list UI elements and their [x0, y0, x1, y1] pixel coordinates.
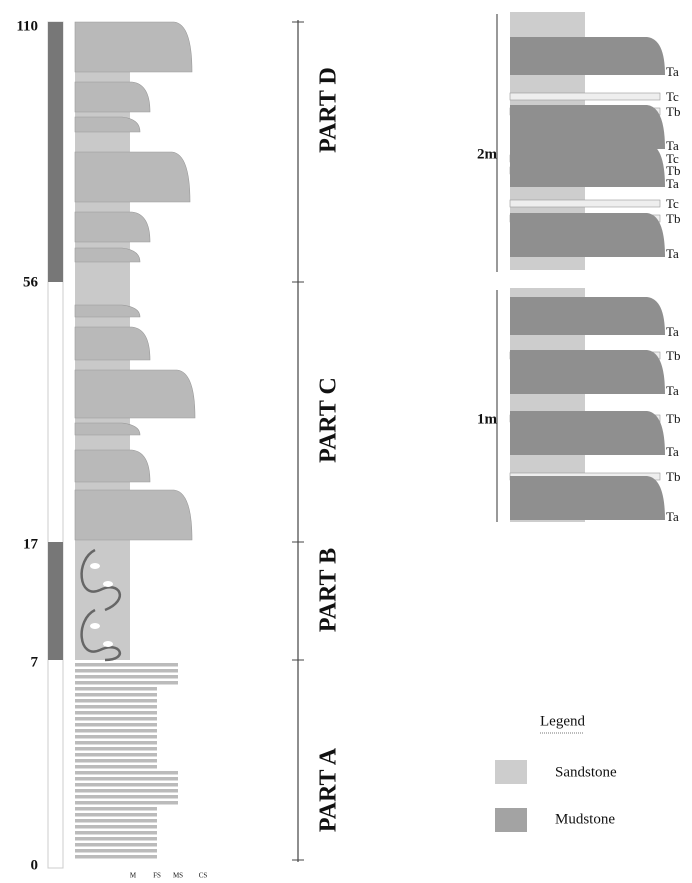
- thin-bed: [75, 675, 178, 679]
- dark-interval: [48, 22, 63, 282]
- legend-item: Mudstone: [555, 811, 615, 827]
- bed-label: Tb: [666, 469, 680, 484]
- grain-label: M: [130, 872, 137, 880]
- thin-bed: [75, 777, 178, 781]
- bed-label: Ta: [666, 324, 679, 339]
- thin-bed: [75, 687, 157, 691]
- thin-bed: [75, 837, 157, 841]
- bed-label: Ta: [666, 138, 679, 153]
- thin-bed: [75, 663, 178, 667]
- grain-label: FS: [153, 872, 161, 880]
- thin-bed: [75, 849, 157, 853]
- sand-bed: [74, 304, 141, 318]
- bed-label: Tb: [666, 163, 680, 178]
- thin-bed: [75, 795, 178, 799]
- sand-bed: [74, 151, 191, 203]
- thin-bed: [75, 771, 178, 775]
- legend-title: Legend: [540, 713, 585, 729]
- legend-swatch-mudstone: [495, 808, 527, 832]
- slump-folds: [80, 548, 122, 662]
- mud-bed: [510, 411, 665, 455]
- bed-label: Ta: [666, 64, 679, 79]
- thin-bed: [75, 819, 157, 823]
- sand-bed: [74, 81, 151, 113]
- sand-bed: [74, 449, 151, 483]
- legend-item: Sandstone: [555, 764, 617, 780]
- mud-bed: [510, 37, 665, 75]
- mud-bed: [510, 350, 665, 394]
- thin-bed: [75, 669, 178, 673]
- part-label: PART C: [316, 377, 342, 463]
- bed-label: Ta: [666, 383, 679, 398]
- thin-bed: [75, 807, 157, 811]
- depth-label: 56: [23, 274, 39, 290]
- bed-label: Tc: [666, 89, 679, 104]
- thin-bed: [75, 789, 178, 793]
- bed-label: Tc: [666, 151, 679, 166]
- sand-bed: [74, 489, 193, 541]
- thin-bed: [75, 801, 178, 805]
- mud-bed: [510, 213, 665, 257]
- scale-label: 2m: [477, 146, 498, 162]
- depth-label: 0: [31, 857, 39, 873]
- thin-bed: [75, 735, 157, 739]
- sand-bed: [74, 247, 141, 263]
- mud-bed: [510, 105, 665, 149]
- thin-bed: [75, 747, 157, 751]
- thin-bed: [75, 717, 157, 721]
- sand-bed: [74, 326, 151, 361]
- thin-bed: [75, 753, 157, 757]
- part-label: PART B: [316, 548, 342, 632]
- thin-bed: [75, 681, 178, 685]
- dark-interval: [48, 542, 63, 660]
- thin-bed: [75, 741, 157, 745]
- thin-bed: [509, 199, 661, 208]
- bed-label: Ta: [666, 444, 679, 459]
- thin-bed: [75, 699, 157, 703]
- thin-bed: [75, 825, 157, 829]
- thin-bed: [75, 843, 157, 847]
- thin-bed: [509, 92, 661, 101]
- mud-bed: [510, 476, 665, 520]
- bed-label: Tb: [666, 211, 680, 226]
- thin-bed: [75, 705, 157, 709]
- grain-label: CS: [199, 872, 208, 880]
- legend-swatch-sandstone: [495, 760, 527, 784]
- bed-label: Ta: [666, 246, 679, 261]
- bed-label: Tb: [666, 411, 680, 426]
- mud-bed: [510, 143, 665, 187]
- depth-label: 110: [16, 18, 38, 34]
- sand-bed: [74, 21, 193, 73]
- bed-label: Tb: [666, 104, 680, 119]
- thin-bed: [75, 723, 157, 727]
- bed-label: Tb: [666, 348, 680, 363]
- thin-bed: [75, 729, 157, 733]
- thin-bed: [75, 711, 157, 715]
- scale-label: 1m: [477, 411, 498, 427]
- thin-bed: [75, 813, 157, 817]
- clasts: [90, 563, 113, 647]
- part-label: PART D: [316, 67, 342, 153]
- bed-label: Ta: [666, 176, 679, 191]
- mud-bed: [510, 297, 665, 335]
- depth-label: 7: [31, 654, 39, 670]
- thin-bed: [75, 831, 157, 835]
- part-label: PART A: [316, 747, 342, 832]
- thin-bed: [75, 693, 157, 697]
- bed-label: Tc: [666, 196, 679, 211]
- sand-bed: [74, 116, 141, 133]
- log-drawing: [47, 12, 665, 869]
- depth-label: 17: [23, 536, 39, 552]
- grain-label: MS: [173, 872, 183, 880]
- thin-bed: [75, 855, 157, 859]
- thin-bed: [75, 759, 157, 763]
- bed-label: Ta: [666, 509, 679, 524]
- sand-bed: [74, 211, 151, 243]
- sand-bed: [74, 422, 141, 436]
- thin-bed: [75, 783, 178, 787]
- sand-bed: [74, 369, 196, 419]
- thin-bed: [75, 765, 157, 769]
